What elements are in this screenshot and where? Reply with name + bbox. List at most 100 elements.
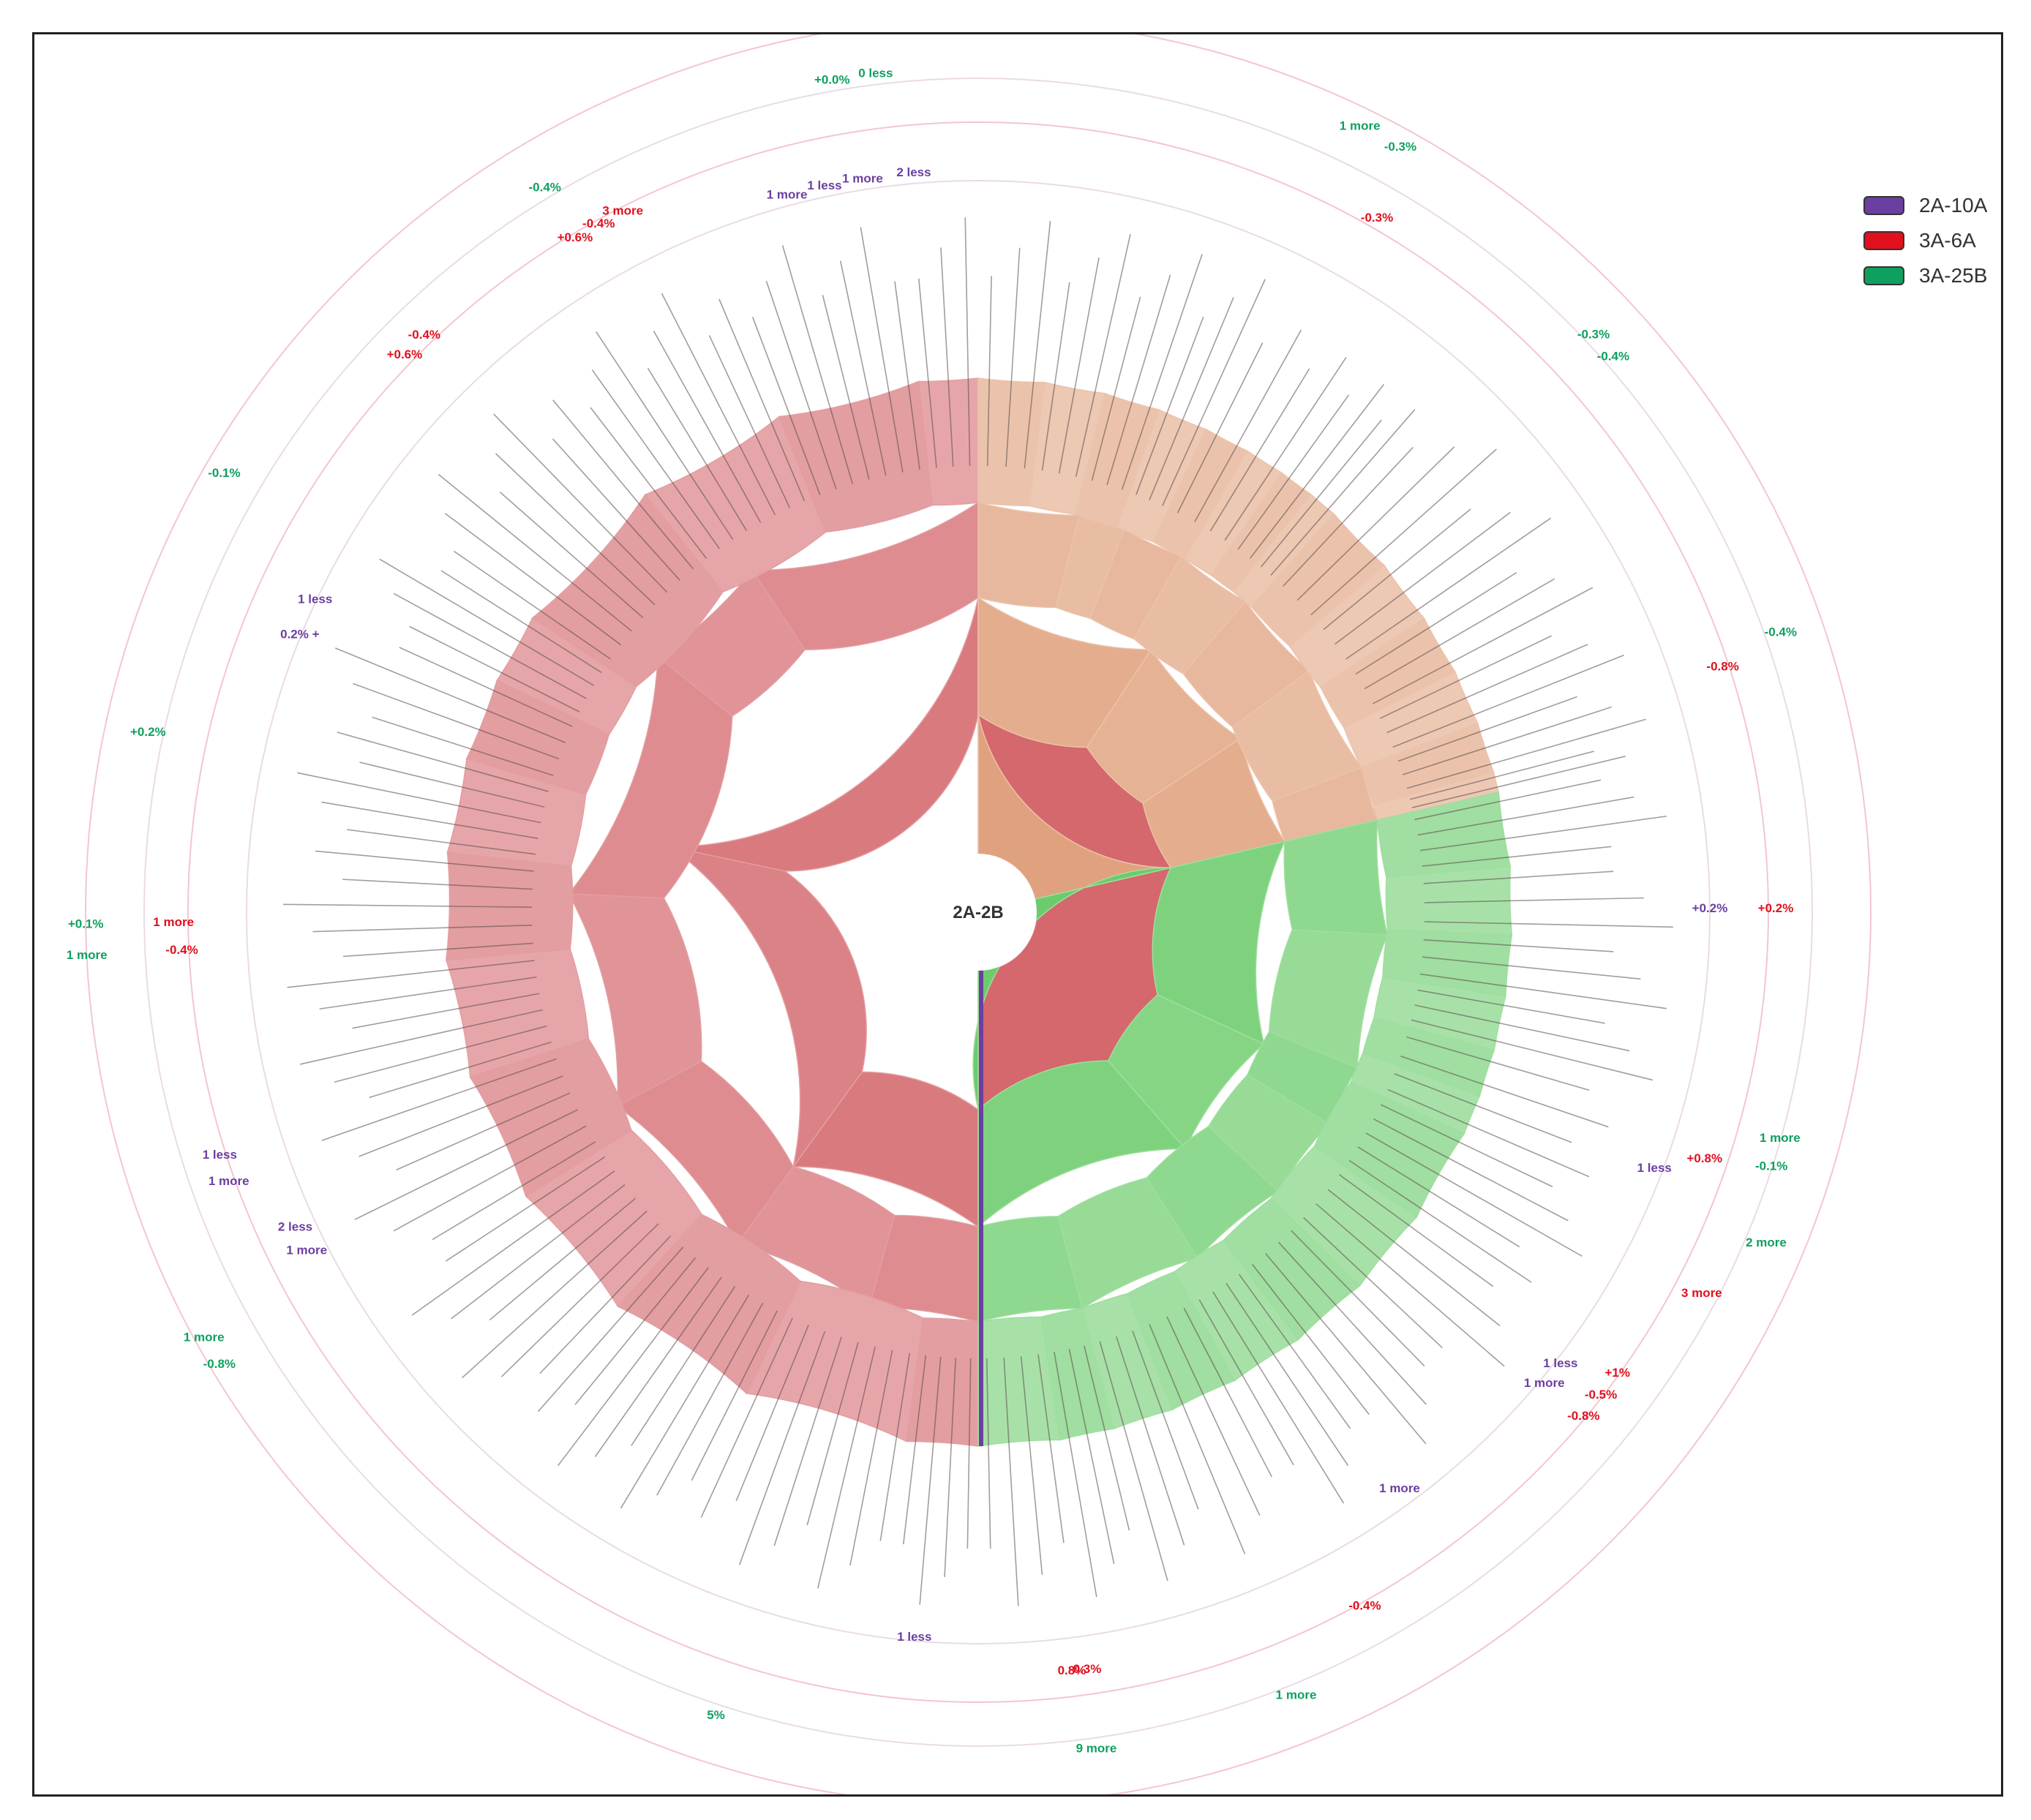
annotation-label: -0.4% [528, 180, 560, 194]
annotation-label: -0.4% [1348, 1598, 1381, 1612]
leaf-label-line [1392, 654, 1624, 748]
leaf-label-line [656, 1302, 764, 1496]
legend-item-3a-6a[interactable]: 3A-6A [1863, 223, 1987, 258]
leaf-label-line [839, 260, 887, 476]
legend-swatch-3a-25b [1863, 266, 1904, 285]
leaf-label-line [1417, 796, 1634, 836]
leaf-label-line [369, 1041, 552, 1099]
leaf-label-line [1424, 897, 1644, 903]
leaf-label-line [299, 1009, 543, 1065]
leaf-label-line [557, 1267, 709, 1467]
leaf-label-line [1414, 779, 1602, 821]
leaf-label-line [1135, 316, 1204, 495]
leaf-label-line [1411, 756, 1626, 808]
leaf-label-line [596, 331, 734, 540]
annotation-label: -0.3% [1384, 140, 1416, 154]
leaf-label-line [342, 879, 533, 890]
leaf-label-line [1357, 1146, 1520, 1248]
leaf-label-line [1225, 1282, 1349, 1467]
annotation-label: +0.2% [1758, 901, 1794, 915]
leaf-label-line [1406, 1036, 1590, 1091]
leaf-label-line [966, 1358, 972, 1549]
leaf-label-line [347, 829, 536, 855]
guide-circle [85, 34, 1872, 1794]
sector-segment [977, 1216, 1084, 1323]
annotation-label: 1 more [67, 948, 108, 962]
leaf-label-line [1099, 1341, 1168, 1582]
leaf-label-line [372, 716, 554, 776]
leaf-label-line [1397, 696, 1577, 762]
leaf-label-line [718, 298, 806, 502]
leaf-label-line [620, 1294, 750, 1509]
annotation-label: +1% [1604, 1366, 1630, 1380]
annotation-label: 0 less [858, 67, 893, 80]
annotation-label: 2 less [278, 1219, 312, 1233]
guide-circle [246, 180, 1711, 1644]
leaf-label-line [1414, 1004, 1630, 1052]
leaf-label-line [940, 247, 954, 467]
legend-swatch-3a-6a [1863, 231, 1904, 250]
leaf-label-line [537, 1246, 684, 1413]
legend-swatch-2a-10a [1863, 196, 1904, 215]
leaf-label-line [321, 801, 538, 839]
leaf-label-line [1058, 257, 1100, 474]
leaf-label-line [396, 1092, 571, 1171]
leaf-label-line [738, 1331, 826, 1565]
leaf-label-line [1003, 1357, 1019, 1606]
leaf-label-line [879, 1353, 911, 1541]
leaf-label-line [751, 317, 821, 495]
annotation-label: 3 more [1681, 1286, 1722, 1300]
annotation-label: 1 more [153, 915, 194, 929]
leaf-label-line [1041, 282, 1070, 471]
leaf-label-line [647, 367, 748, 531]
leaf-label-line [393, 593, 587, 699]
leaf-label-line [986, 1358, 991, 1549]
leaf-label-line [1403, 706, 1612, 775]
leaf-label-line [1380, 635, 1553, 719]
leaf-label-line [574, 1257, 697, 1405]
leaf-label-line [1115, 1336, 1185, 1546]
leaf-label-line [1237, 394, 1350, 550]
annotation-label: 1 more [1524, 1376, 1565, 1390]
leaf-label-line [315, 850, 534, 872]
leaf-label-line [1423, 939, 1614, 952]
leaf-label-line [594, 1276, 722, 1457]
leaf-label-line [1420, 815, 1667, 851]
leaf-label-line [1400, 1056, 1609, 1128]
leaf-label-line [337, 732, 549, 792]
leaf-label-line [1068, 1349, 1115, 1565]
annotation-label: -0.8% [1706, 659, 1738, 673]
annotation-label: +0.6% [558, 230, 593, 244]
leaf-label-line [708, 335, 791, 508]
leaf-label-line [552, 399, 694, 570]
leaf-label-line [1420, 973, 1667, 1009]
annotation-label: 0.2% + [280, 627, 319, 641]
leaf-label-line [1355, 572, 1517, 675]
leaf-label-line [343, 942, 533, 958]
annotation-label: -0.3% [1361, 211, 1393, 225]
leaf-label-line [1149, 297, 1234, 500]
leaf-label-line [539, 1235, 672, 1375]
leaf-label-line [379, 558, 595, 686]
annotation-label: 1 more [1379, 1481, 1420, 1495]
legend-item-2a-10a[interactable]: 2A-10A [1863, 188, 1987, 223]
annotation-label: -0.4% [408, 328, 440, 342]
leaf-label-line [1162, 279, 1266, 506]
annotation-label: 3 more [602, 204, 643, 218]
leaf-label-line [438, 473, 632, 632]
annotation-label: +0.2% [130, 725, 166, 739]
leaf-label-line [312, 924, 533, 933]
leaf-label-line [1075, 233, 1131, 477]
legend-item-3a-25b[interactable]: 3A-25B [1863, 258, 1987, 293]
leaf-label-line [631, 1285, 736, 1446]
leaf-label-line [358, 1075, 563, 1157]
leaf-label-line [1224, 357, 1347, 541]
leaf-label-line [1238, 1274, 1351, 1429]
leaf-label-line [1417, 989, 1605, 1024]
leaf-label-line [1212, 1291, 1345, 1504]
annotation-label: 2 more [1746, 1236, 1787, 1249]
leaf-label-line [806, 1342, 859, 1526]
leaf-label-line [1303, 1217, 1443, 1349]
leaf-label-line [735, 1324, 809, 1502]
annotation-label: 1 less [298, 592, 332, 606]
